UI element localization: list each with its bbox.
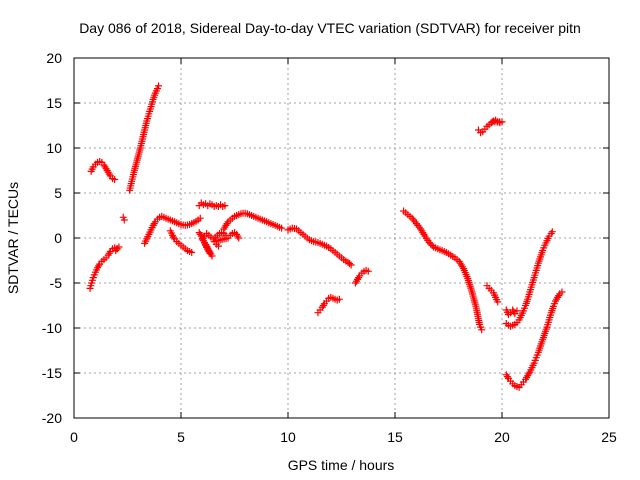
data-point — [494, 298, 502, 306]
data-point — [503, 373, 511, 381]
data-point — [214, 242, 222, 250]
data-point — [558, 288, 566, 296]
data-point — [188, 248, 196, 256]
y-tick-label: 10 — [46, 140, 62, 156]
chart-title: Day 086 of 2018, Sidereal Day-to-day VTE… — [79, 20, 581, 36]
data-point — [221, 202, 229, 210]
data-point — [513, 307, 521, 315]
data-point — [428, 242, 436, 249]
y-tick-label: 5 — [54, 185, 62, 201]
y-axis-label: SDTVAR / TECUs — [5, 182, 21, 294]
y-tick-label: 0 — [54, 230, 62, 246]
data-point — [478, 326, 486, 334]
data-point — [235, 234, 243, 242]
x-tick-label: 20 — [494, 429, 510, 445]
data-point — [488, 118, 496, 126]
y-tick-label: 20 — [46, 50, 62, 66]
data-point — [120, 216, 128, 224]
grid — [74, 58, 609, 418]
data-point — [347, 261, 355, 269]
data-point — [112, 247, 120, 255]
data-point — [111, 176, 119, 183]
y-tick-label: 15 — [46, 95, 62, 111]
y-tick-label: -10 — [42, 320, 62, 336]
data-points — [86, 82, 566, 391]
y-tick-label: -5 — [50, 275, 63, 291]
y-tick-label: -15 — [42, 365, 62, 381]
axis-ticks — [73, 57, 610, 419]
data-point — [346, 260, 354, 268]
data-point — [203, 243, 211, 251]
x-tick-label: 10 — [280, 429, 296, 445]
x-axis-label: GPS time / hours — [288, 457, 395, 473]
data-point — [105, 249, 113, 257]
data-point — [364, 267, 372, 275]
x-tick-label: 15 — [387, 429, 403, 445]
data-point — [319, 302, 327, 309]
data-point — [196, 214, 204, 222]
x-tick-label: 5 — [177, 429, 185, 445]
data-point — [155, 82, 163, 90]
data-point — [335, 295, 343, 303]
data-point — [548, 228, 556, 236]
tick-labels: 0 5 10 15 20 25 -20 -15 -10 -5 0 5 10 15 20 — [42, 50, 617, 445]
x-tick-label: 25 — [601, 429, 617, 445]
x-tick-label: 0 — [70, 429, 78, 445]
data-point — [278, 224, 286, 232]
y-tick-label: -20 — [42, 410, 62, 426]
